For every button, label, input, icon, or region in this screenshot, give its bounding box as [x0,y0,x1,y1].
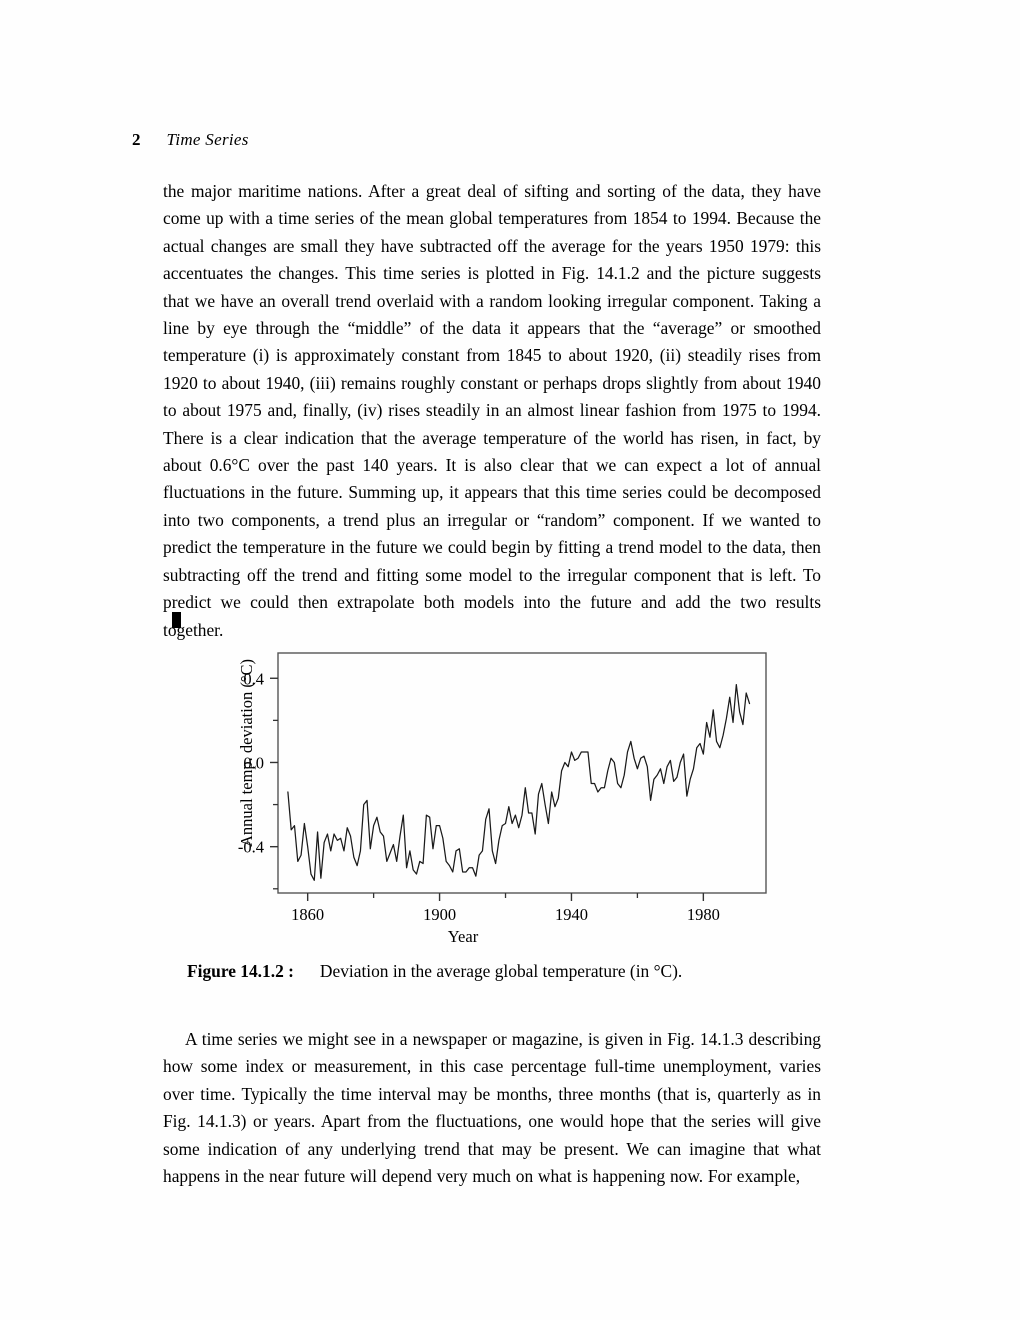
page-number: 2 [132,130,141,149]
svg-text:1900: 1900 [423,905,456,923]
svg-text:0.0: 0.0 [243,753,264,772]
body-paragraph-one: the major maritime nations. After a grea… [163,181,821,640]
figure-label: Figure 14.1.2 : [187,961,294,981]
svg-text:0.4: 0.4 [243,669,264,688]
svg-text:-0.4: -0.4 [238,838,264,857]
temperature-line-chart: 0.4 0.0 -0.4 1860 1900 1940 1980 [238,652,767,923]
figure-14-1-2: Annual temp. deviation (°C) 0.4 0.0 -0.4 18… [163,645,821,981]
body-paragraph-two: A time series we might see in a newspape… [163,1029,821,1187]
running-head: 2 Time Series [132,130,249,150]
svg-text:1860: 1860 [291,905,324,923]
figure-caption-text: Deviation in the average global temperat… [319,961,683,981]
end-of-example-marker [172,612,181,628]
plot-area: Annual temp. deviation (°C) 0.4 0.0 -0.4 18… [163,645,821,946]
svg-text:1980: 1980 [687,905,720,923]
x-axis-label: Year [447,927,479,946]
running-title: Time Series [166,130,249,149]
figure-caption: Figure 14.1.2 : Deviation in the average … [187,961,682,982]
svg-text:1940: 1940 [555,905,588,923]
